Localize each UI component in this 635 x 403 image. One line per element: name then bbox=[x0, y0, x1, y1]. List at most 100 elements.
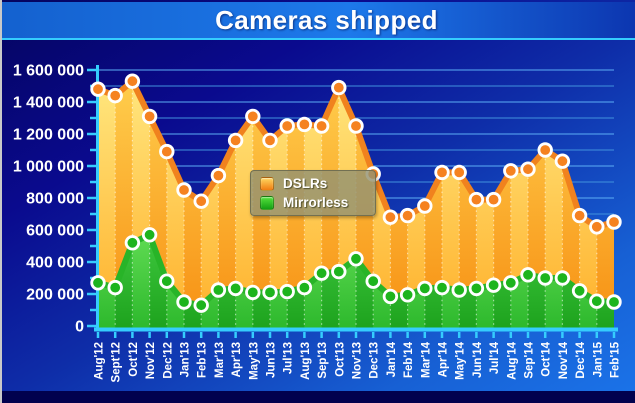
x-tick-label: Jan'15 bbox=[592, 341, 604, 377]
mirrorless-point-May'13 bbox=[245, 284, 261, 301]
x-tick-label: Aug'14 bbox=[506, 341, 518, 379]
dslr-point-Jan'15 bbox=[589, 219, 605, 235]
y-tick-label: 1 000 000 bbox=[13, 159, 84, 176]
mirrorless-point-Aug'12 bbox=[90, 275, 106, 291]
mirrorless-point-Mar'13 bbox=[210, 282, 227, 298]
mirrorless-point-May'14 bbox=[451, 282, 467, 298]
dslr-point-Feb'14 bbox=[399, 207, 416, 224]
x-tick-label: Jan'13 bbox=[180, 342, 192, 377]
dslr-point-Jan'14 bbox=[382, 209, 399, 225]
dslr-point-Aug'14 bbox=[503, 163, 519, 179]
mirrorless-swatch-icon bbox=[260, 195, 274, 210]
dslr-swatch-icon bbox=[260, 176, 274, 191]
x-tick-label: Nov'14 bbox=[558, 341, 570, 379]
dslr-point-Sept'12 bbox=[107, 87, 123, 104]
dslr-point-Jul'14 bbox=[485, 191, 502, 208]
x-tick-label: Dec'12 bbox=[162, 342, 174, 379]
mirrorless-point-Mar'14 bbox=[417, 280, 433, 297]
x-tick-label: Nov'13 bbox=[352, 342, 364, 379]
mirrorless-point-Oct'12 bbox=[124, 235, 141, 251]
legend-item-dslrs: DSLRs bbox=[260, 176, 366, 191]
x-tick-label: Jun'13 bbox=[266, 342, 278, 378]
x-tick-label: Feb'15 bbox=[610, 341, 622, 378]
dslr-point-Apr'14 bbox=[434, 164, 450, 181]
dslr-point-Feb'13 bbox=[193, 193, 209, 209]
mirrorless-point-Nov'14 bbox=[554, 270, 571, 286]
x-tick-label: Apr'13 bbox=[231, 342, 243, 377]
mirrorless-point-Feb'13 bbox=[193, 297, 209, 313]
y-tick-label: 400 000 bbox=[26, 255, 84, 272]
mirrorless-point-Aug'13 bbox=[296, 279, 313, 296]
x-tick-label: Mar'13 bbox=[214, 342, 226, 378]
dslr-point-Jan'13 bbox=[176, 182, 192, 198]
dslr-point-May'13 bbox=[245, 108, 261, 125]
x-tick-label: Jul'14 bbox=[489, 341, 501, 374]
x-tick-label: Mar'14 bbox=[420, 341, 432, 378]
x-tick-label: Feb'13 bbox=[197, 342, 209, 378]
x-tick-label: Aug'12 bbox=[94, 342, 106, 380]
dslr-point-Dec'12 bbox=[159, 143, 175, 160]
dslr-point-Feb'15 bbox=[606, 214, 622, 230]
dslr-point-Oct'12 bbox=[124, 73, 141, 89]
mirrorless-point-Sept'12 bbox=[107, 279, 123, 296]
mirrorless-point-Jan'15 bbox=[589, 293, 605, 309]
dslr-point-Sep'14 bbox=[520, 161, 536, 177]
dslr-point-Jun'13 bbox=[262, 132, 278, 149]
dslr-point-Apr'13 bbox=[227, 132, 244, 149]
dslr-point-Oct'14 bbox=[537, 142, 553, 158]
mirrorless-point-Nov'12 bbox=[141, 227, 158, 243]
mirrorless-point-Feb'15 bbox=[606, 294, 622, 310]
legend-label-mirrorless: Mirrorless bbox=[283, 195, 349, 210]
mirrorless-point-Oct'13 bbox=[331, 263, 347, 280]
x-tick-label: Oct'13 bbox=[334, 342, 346, 377]
x-tick-label: Dec'14 bbox=[575, 341, 587, 378]
mirrorless-point-Apr'14 bbox=[434, 279, 450, 296]
dslr-point-Aug'13 bbox=[296, 116, 313, 133]
y-tick-label: 1 600 000 bbox=[13, 63, 84, 80]
mirrorless-point-Jul'13 bbox=[279, 283, 295, 300]
x-tick-label: Sept'12 bbox=[111, 342, 123, 382]
x-tick-label: Dec'13 bbox=[369, 342, 381, 379]
mirrorless-point-Sep'13 bbox=[313, 265, 330, 281]
x-tick-label: Sep'13 bbox=[317, 342, 329, 379]
x-tick-label: Oct'14 bbox=[541, 341, 553, 376]
legend-item-mirrorless: Mirrorless bbox=[260, 195, 366, 210]
page-title: Cameras shipped bbox=[215, 4, 438, 35]
mirrorless-point-Jun'13 bbox=[262, 284, 278, 301]
y-tick-label: 200 000 bbox=[26, 287, 84, 304]
dslr-point-Mar'14 bbox=[417, 198, 433, 214]
y-tick-label: 0 bbox=[75, 319, 84, 336]
x-tick-label: Jun'14 bbox=[472, 341, 484, 378]
legend-label-dslrs: DSLRs bbox=[283, 176, 328, 191]
dslr-point-Jul'13 bbox=[279, 118, 295, 134]
x-tick-label: May'14 bbox=[455, 341, 467, 380]
mirrorless-point-Nov'13 bbox=[348, 251, 364, 267]
mirrorless-point-Dec'14 bbox=[571, 283, 588, 299]
x-tick-label: Nov'12 bbox=[145, 342, 157, 379]
mirrorless-point-Oct'14 bbox=[537, 270, 553, 286]
x-tick-label: Feb'14 bbox=[403, 341, 415, 378]
mirrorless-point-Sep'14 bbox=[520, 267, 536, 283]
chart-legend: DSLRs Mirrorless bbox=[250, 170, 376, 216]
dslr-point-Nov'13 bbox=[348, 118, 364, 134]
dslr-point-Aug'12 bbox=[90, 81, 106, 97]
mirrorless-point-Dec'12 bbox=[159, 273, 175, 289]
mirrorless-point-Jan'14 bbox=[382, 288, 399, 305]
dslr-point-Sep'13 bbox=[313, 118, 330, 134]
dslr-point-Nov'14 bbox=[554, 153, 571, 169]
mirrorless-point-Jun'14 bbox=[468, 280, 485, 297]
x-tick-label: May'13 bbox=[248, 342, 260, 380]
x-tick-label: Jul'13 bbox=[283, 342, 295, 374]
y-tick-label: 600 000 bbox=[26, 223, 84, 240]
x-tick-label: Aug'13 bbox=[300, 342, 312, 380]
x-tick-label: Oct'12 bbox=[128, 342, 140, 377]
bottom-strip bbox=[2, 391, 635, 403]
dslr-point-Nov'12 bbox=[141, 108, 158, 125]
x-tick-label: Sep'14 bbox=[524, 341, 536, 378]
mirrorless-point-Apr'13 bbox=[227, 280, 244, 297]
mirrorless-point-Feb'14 bbox=[399, 287, 416, 303]
y-tick-label: 800 000 bbox=[26, 191, 84, 208]
mirrorless-point-Jul'14 bbox=[485, 277, 502, 293]
dslr-point-May'14 bbox=[451, 164, 467, 181]
